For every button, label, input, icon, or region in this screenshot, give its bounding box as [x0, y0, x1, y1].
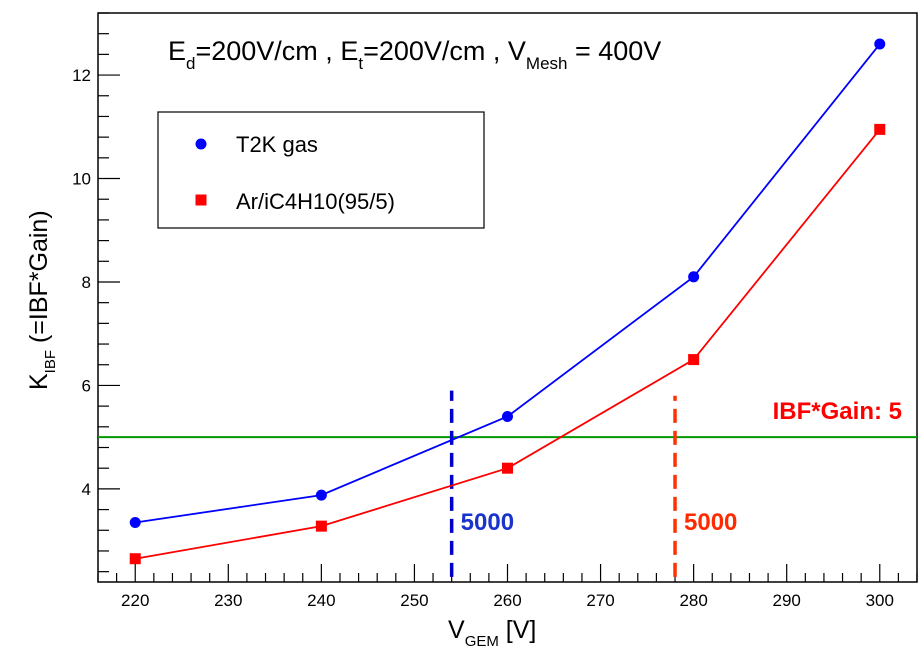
plot-frame — [98, 13, 917, 582]
threshold-label: IBF*Gain: 5 — [773, 398, 902, 425]
data-point — [874, 39, 885, 50]
legend-marker-t2k — [196, 139, 207, 150]
x-axis-title: VGEM [V] — [448, 616, 536, 649]
x-tick-label: 270 — [586, 591, 614, 610]
x-tick-label: 220 — [121, 591, 149, 610]
data-point — [130, 517, 141, 528]
data-point — [502, 463, 513, 474]
y-tick-label: 6 — [82, 376, 91, 395]
legend-marker-ar — [196, 195, 207, 206]
data-point — [316, 521, 327, 532]
x-tick-label: 280 — [679, 591, 707, 610]
y-tick-label: 12 — [72, 66, 91, 85]
data-point — [874, 124, 885, 135]
gain-marker-label: 5000 — [461, 509, 514, 536]
y-tick-label: 8 — [82, 273, 91, 292]
y-tick-label: 10 — [72, 170, 91, 189]
x-tick-label: 230 — [214, 591, 242, 610]
y-tick-label: 4 — [82, 480, 91, 499]
gain-marker-label: 5000 — [684, 509, 737, 536]
legend-label-ar: Ar/iC4H10(95/5) — [236, 189, 395, 214]
x-tick-label: 290 — [773, 591, 801, 610]
x-tick-label: 260 — [493, 591, 521, 610]
axis-ticks — [98, 13, 917, 582]
data-point — [130, 553, 141, 564]
data-point — [502, 411, 513, 422]
x-tick-label: 240 — [307, 591, 335, 610]
data-point — [316, 490, 327, 501]
data-point — [688, 271, 699, 282]
x-tick-label: 250 — [400, 591, 428, 610]
y-axis-title: KIBF (=IBF*Gain) — [25, 210, 59, 390]
legend: T2K gas Ar/iC4H10(95/5) — [158, 112, 484, 228]
x-tick-label: 300 — [866, 591, 894, 610]
data-point — [688, 354, 699, 365]
legend-label-t2k: T2K gas — [236, 132, 318, 157]
chart-title: Ed=200V/cm , Et=200V/cm , VMesh = 400V — [168, 36, 661, 73]
